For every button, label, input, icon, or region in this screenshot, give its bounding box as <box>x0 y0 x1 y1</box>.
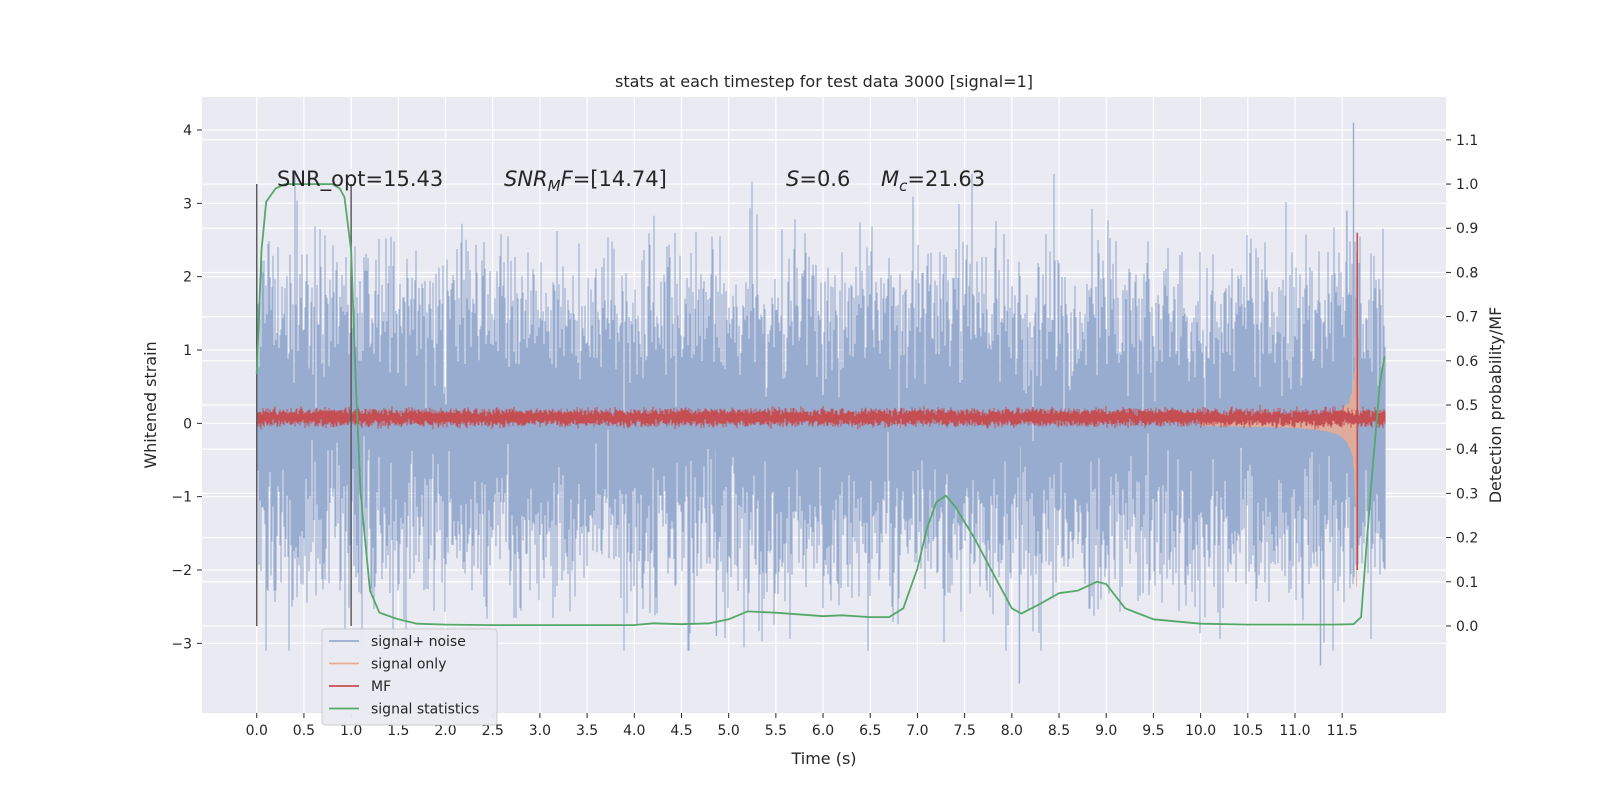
signal-statistics-line <box>255 183 1386 626</box>
y-tick-label: 1 <box>183 343 192 359</box>
x-tick-label: 9.0 <box>1095 723 1117 739</box>
signal-noise-series <box>256 122 1386 684</box>
x-tick-label: 8.0 <box>1001 723 1023 739</box>
y2-tick-label: 0.0 <box>1456 619 1478 635</box>
legend-box <box>321 628 498 726</box>
y-tick-label: −2 <box>171 563 192 579</box>
signal-statistics-series <box>255 183 1386 626</box>
y2-tick-label: 0.3 <box>1456 486 1478 502</box>
mc-annotation: Mc=21.63 <box>881 167 985 195</box>
y-tick-label: 3 <box>183 196 192 212</box>
s-annotation: S=0.6 <box>786 167 850 191</box>
x-tick-label: 6.0 <box>812 723 834 739</box>
y2-tick-label: 0.2 <box>1456 531 1478 547</box>
x-tick-label: 5.0 <box>718 723 740 739</box>
snr-opt-annotation: SNR_opt=15.43 <box>277 167 443 192</box>
x-tick-label: 4.0 <box>623 723 645 739</box>
x-tick-label: 0.5 <box>293 723 315 739</box>
x-tick-label: 4.5 <box>670 723 692 739</box>
x-tick-label: 5.5 <box>765 723 787 739</box>
x-tick-label: 2.0 <box>434 723 456 739</box>
legend-label: signal statistics <box>371 702 479 718</box>
legend-label: signal only <box>371 657 446 673</box>
x-axis-label: Time (s) <box>790 749 856 768</box>
y-axis-label: Whitened strain <box>141 341 160 468</box>
y-tick-label: −3 <box>171 636 192 652</box>
annotations: SNR_opt=15.43 SNRMF=[14.74] S=0.6 Mc=21.63 <box>277 167 985 195</box>
y2-tick-label: 0.5 <box>1456 398 1478 414</box>
x-tick-label: 7.5 <box>954 723 976 739</box>
y2-tick-label: 0.9 <box>1456 221 1478 237</box>
y2-tick-label: 0.1 <box>1456 575 1478 591</box>
legend-label: signal+ noise <box>371 634 466 650</box>
x-tick-label: 6.5 <box>859 723 881 739</box>
x-tick-label: 8.5 <box>1048 723 1070 739</box>
x-tick-label: 1.5 <box>387 723 409 739</box>
y-tick-label: −1 <box>171 490 192 506</box>
x-tick-label: 7.0 <box>906 723 928 739</box>
x-tick-label: 11.0 <box>1279 723 1310 739</box>
y-tick-label: 0 <box>183 416 192 432</box>
y2-tick-label: 1.1 <box>1456 133 1478 149</box>
x-tick-label: 3.5 <box>576 723 598 739</box>
x-tick-label: 0.0 <box>246 723 268 739</box>
chart-title: stats at each timestep for test data 300… <box>615 72 1033 91</box>
y2-tick-label: 0.4 <box>1456 442 1478 458</box>
legend-label: MF <box>371 679 391 695</box>
y2-tick-label: 0.6 <box>1456 354 1478 370</box>
x-tick-label: 10.0 <box>1185 723 1216 739</box>
x-tick-label: 3.0 <box>529 723 551 739</box>
x-tick-label: 11.5 <box>1327 723 1358 739</box>
x-tick-label: 1.0 <box>340 723 362 739</box>
snr-mf-annotation: SNRMF=[14.74] <box>504 167 667 195</box>
y-tick-label: 4 <box>183 123 192 139</box>
x-tick-label: 9.5 <box>1142 723 1164 739</box>
y2-tick-label: 0.7 <box>1456 310 1478 326</box>
x-tick-label: 10.5 <box>1232 723 1263 739</box>
y2-tick-label: 1.0 <box>1456 177 1478 193</box>
y2-axis-label: Detection probability/MF <box>1486 307 1505 504</box>
y2-tick-label: 0.8 <box>1456 265 1478 281</box>
y-tick-label: 2 <box>183 270 192 286</box>
legend: signal+ noise signal only MF signal statist… <box>321 628 498 726</box>
axes: 0.0 0.5 1.0 1.5 2.0 2.5 3.0 3.5 4.0 4.5 5.0 5.5 6.0 6… <box>171 123 1478 739</box>
x-tick-label: 2.5 <box>482 723 504 739</box>
